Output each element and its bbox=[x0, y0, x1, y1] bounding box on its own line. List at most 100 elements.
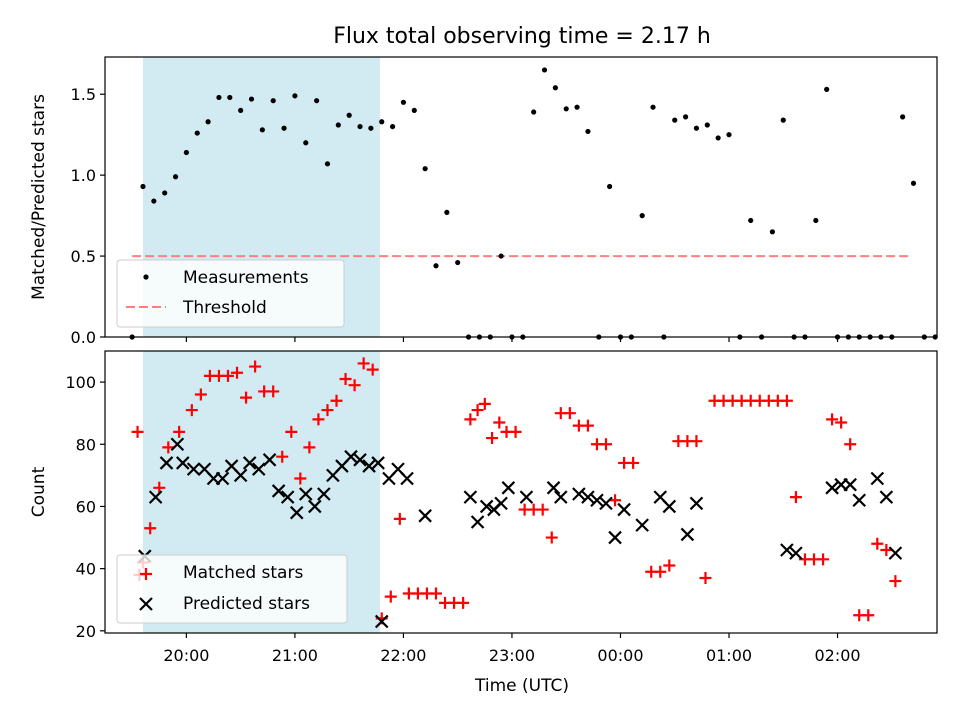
legend-measurements-label: Measurements bbox=[183, 268, 309, 288]
predicted-star-point bbox=[362, 459, 376, 473]
count-x-axis: 20:00 21:00 22:00 23:00 00:00 01:00 02:00 bbox=[163, 633, 861, 665]
predicted-star-point bbox=[825, 481, 839, 495]
measurement-point bbox=[324, 161, 331, 167]
predicted-star-point bbox=[242, 456, 257, 470]
measurement-point bbox=[162, 190, 168, 196]
measurement-point bbox=[607, 183, 613, 190]
predicted-star-point bbox=[590, 493, 604, 508]
measurement-point bbox=[238, 107, 244, 114]
matched-star-point bbox=[663, 559, 676, 572]
measurement-point bbox=[140, 183, 146, 190]
matched-star-point bbox=[789, 491, 802, 504]
measurement-point bbox=[704, 122, 710, 128]
measurement-point bbox=[552, 85, 558, 91]
matched-star-point bbox=[312, 413, 325, 426]
matched-star-point bbox=[330, 394, 343, 407]
measurement-point bbox=[205, 119, 211, 125]
y-tick-label: 100 bbox=[65, 373, 96, 392]
measurement-point bbox=[346, 112, 352, 118]
y-tick-label: 60 bbox=[76, 497, 96, 516]
measurement-point bbox=[769, 229, 776, 235]
measurement-point bbox=[335, 122, 341, 128]
matched-star-point bbox=[144, 522, 157, 535]
matched-star-point bbox=[826, 413, 839, 426]
x-tick-label: 23:00 bbox=[489, 646, 535, 665]
measurement-point bbox=[303, 140, 309, 146]
y-tick-label: 20 bbox=[76, 622, 96, 641]
ratio-x-axis bbox=[185, 337, 839, 342]
matched-star-point bbox=[276, 450, 289, 463]
matched-star-point bbox=[384, 590, 397, 603]
predicted-star-point bbox=[608, 530, 622, 545]
matched-star-point bbox=[493, 416, 506, 429]
predicted-star-point bbox=[262, 453, 277, 467]
x-tick-label: 21:00 bbox=[272, 646, 318, 665]
matched-star-point bbox=[699, 571, 712, 584]
predicted-star-point bbox=[159, 456, 174, 470]
x-tick-label: 00:00 bbox=[597, 646, 643, 665]
predicted-star-point bbox=[879, 490, 894, 504]
predicted-star-point bbox=[572, 487, 586, 501]
measurement-point bbox=[813, 217, 819, 224]
measurement-point bbox=[216, 94, 222, 101]
matched-star-point bbox=[285, 425, 298, 438]
predicted-star-point bbox=[843, 477, 857, 492]
matched-star-point bbox=[581, 419, 594, 432]
predicted-star-point bbox=[870, 471, 885, 486]
measurement-point bbox=[270, 98, 276, 104]
matched-star-point bbox=[600, 438, 613, 451]
matched-star-point bbox=[609, 494, 622, 507]
count-axes-frame bbox=[104, 350, 938, 634]
measurement-point bbox=[498, 253, 504, 259]
matched-star-point bbox=[844, 438, 857, 451]
matched-star-point bbox=[185, 404, 198, 417]
matched-star-point bbox=[429, 587, 442, 600]
count-panel: 20 40 60 80 100 20:00 21:00 22:00 23:00 00:00 01:… bbox=[29, 350, 938, 696]
count-y-label: Count bbox=[29, 466, 49, 517]
count-marks bbox=[131, 357, 903, 629]
matched-star-point bbox=[231, 366, 244, 379]
matched-star-point bbox=[871, 537, 884, 550]
measurement-point bbox=[259, 127, 265, 133]
ratio-panel: 0.0 0.5 1.0 1.5 Matched/Predicted stars Mea… bbox=[29, 56, 938, 347]
matched-star-point bbox=[509, 425, 522, 438]
predicted-star-point bbox=[215, 471, 230, 486]
figure-title: Flux total observing time = 2.17 h bbox=[333, 24, 711, 49]
matched-star-point bbox=[173, 425, 186, 438]
measurement-point bbox=[715, 135, 721, 141]
y-tick-label: 0.5 bbox=[71, 247, 96, 266]
predicted-star-point bbox=[344, 449, 358, 464]
y-tick-label: 1.5 bbox=[71, 85, 96, 104]
predicted-star-point bbox=[888, 546, 903, 560]
measurement-point bbox=[411, 107, 417, 114]
matched-star-point bbox=[545, 531, 558, 544]
matched-star-point bbox=[357, 357, 370, 370]
measurement-point bbox=[357, 123, 363, 130]
predicted-star-point bbox=[418, 509, 432, 523]
measurement-point bbox=[639, 213, 645, 219]
x-tick-label: 02:00 bbox=[814, 646, 860, 665]
predicted-star-point bbox=[251, 462, 266, 476]
predicted-star-point bbox=[494, 496, 508, 511]
matched-star-point bbox=[249, 360, 262, 373]
measurement-point bbox=[780, 117, 786, 123]
y-tick-label: 1.0 bbox=[71, 166, 96, 185]
predicted-star-point bbox=[271, 484, 286, 498]
ratio-marks bbox=[129, 67, 938, 340]
measurement-point bbox=[824, 86, 830, 92]
measurement-point bbox=[433, 263, 439, 269]
matched-star-point bbox=[240, 391, 253, 404]
predicted-star-point bbox=[599, 496, 613, 511]
matched-star-point bbox=[294, 472, 307, 485]
measurement-point bbox=[910, 180, 917, 186]
matched-star-point bbox=[457, 596, 470, 609]
matched-star-point bbox=[627, 456, 640, 469]
measurement-point bbox=[748, 217, 754, 224]
y-tick-label: 0.0 bbox=[71, 328, 96, 347]
matched-star-point bbox=[486, 432, 499, 445]
measurement-point bbox=[248, 96, 255, 102]
predicted-star-point bbox=[353, 453, 367, 467]
measurement-point bbox=[389, 123, 396, 130]
matched-star-point bbox=[536, 503, 549, 516]
predicted-star-point bbox=[280, 490, 295, 504]
